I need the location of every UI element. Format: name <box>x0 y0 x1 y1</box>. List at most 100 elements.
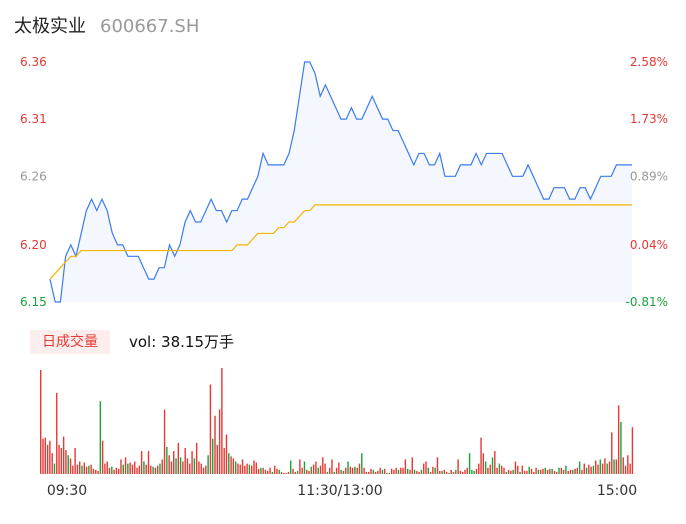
volume-bar <box>331 459 333 474</box>
volume-bar <box>546 469 549 474</box>
volume-bar <box>221 367 223 474</box>
volume-bar <box>549 468 551 474</box>
volume-bar <box>517 465 519 474</box>
volume-bar <box>473 470 475 474</box>
volume-bar <box>232 458 235 474</box>
volume-bar <box>326 471 329 474</box>
stock-name: 太极实业 <box>14 16 86 37</box>
volume-bar <box>195 442 198 474</box>
volume-bar <box>328 467 331 474</box>
volume-bar <box>191 451 193 474</box>
volume-bar <box>140 451 143 474</box>
volume-bar <box>136 467 138 474</box>
volume-bar <box>494 451 496 474</box>
y-right-tick-label: -0.81% <box>626 295 668 309</box>
volume-bar <box>161 459 163 474</box>
volume-bar <box>262 467 264 474</box>
volume-bar <box>83 462 85 474</box>
volume-bar <box>480 437 482 474</box>
volume-bar <box>377 470 379 474</box>
volume-bar <box>345 467 347 474</box>
volume-bar <box>597 464 599 474</box>
volume-bar <box>622 457 624 474</box>
volume-bar <box>92 468 95 474</box>
volume-bar <box>553 470 556 474</box>
volume-bar <box>468 453 471 474</box>
volume-bar <box>434 467 436 474</box>
volume-bar <box>429 471 432 474</box>
volume-bar <box>423 463 425 474</box>
volume-bar <box>108 467 111 474</box>
volume-bar <box>629 463 631 474</box>
y-left-tick-label: 6.20 <box>20 238 47 252</box>
volume-bar <box>223 448 225 474</box>
volume-bar <box>413 469 416 474</box>
volume-bar <box>500 465 503 474</box>
volume-bar <box>234 461 237 474</box>
volume-bar <box>372 469 374 474</box>
volume-bar <box>81 465 83 474</box>
volume-bar <box>466 467 468 474</box>
volume-bar <box>296 470 299 474</box>
volume-bar <box>358 463 361 474</box>
volume-bar <box>439 470 441 474</box>
volume-bar <box>173 451 175 474</box>
volume-bar <box>510 470 512 474</box>
volume-bar <box>289 460 292 474</box>
volume-bar <box>374 471 377 474</box>
volume-bar <box>583 463 585 474</box>
volume-bar <box>303 461 306 474</box>
volume-bar <box>601 463 604 474</box>
volume-bar <box>425 461 427 474</box>
volume-bar <box>319 465 322 474</box>
volume-bar <box>615 459 618 474</box>
volume-bar <box>138 465 141 474</box>
volume-bar <box>264 469 267 474</box>
volume-bar <box>505 471 507 474</box>
volume-bar <box>72 465 74 474</box>
volume-bar <box>484 461 487 474</box>
volume-bar <box>225 434 228 474</box>
volume-bar <box>384 468 386 474</box>
volume-bar <box>127 463 129 474</box>
volume-bar <box>457 459 459 474</box>
volume-bar <box>154 467 157 474</box>
volume-bar <box>404 459 407 474</box>
volume-bar <box>212 438 214 474</box>
volume-bar <box>246 463 248 474</box>
volume-bar <box>351 467 354 474</box>
volume-bar <box>478 463 480 474</box>
volume-bar <box>324 463 326 474</box>
volume-bar <box>216 444 219 474</box>
volume-bar <box>145 464 147 474</box>
volume-bar <box>388 472 391 474</box>
volume-bar <box>131 464 134 474</box>
volume-bar <box>539 469 542 474</box>
chart-header: 太极实业 600667.SH <box>14 12 199 40</box>
y-right-tick-label: 2.58% <box>630 55 668 69</box>
volume-bar <box>347 461 349 474</box>
volume-bar <box>269 467 271 474</box>
volume-bar <box>218 409 221 474</box>
volume-bar <box>317 467 319 474</box>
volume-bar <box>44 437 47 474</box>
volume-bar <box>280 471 283 474</box>
volume-bar <box>335 467 338 474</box>
y-left-tick-label: 6.31 <box>20 112 47 126</box>
volume-bar <box>40 370 42 474</box>
volume-bar <box>627 455 629 474</box>
volume-bar <box>452 471 455 474</box>
volume-bar <box>551 468 553 474</box>
y-right-tick-label: 0.89% <box>630 169 668 183</box>
volume-bar <box>631 427 634 474</box>
volume-bar <box>489 464 491 474</box>
volume-bar <box>342 470 345 474</box>
volume-bar <box>287 471 290 474</box>
volume-bar <box>340 469 342 474</box>
volume-bar <box>241 459 244 474</box>
volume-bar <box>260 467 262 474</box>
volume-bar <box>574 468 576 474</box>
volume-bar <box>427 467 430 474</box>
volume-bar <box>367 471 370 474</box>
